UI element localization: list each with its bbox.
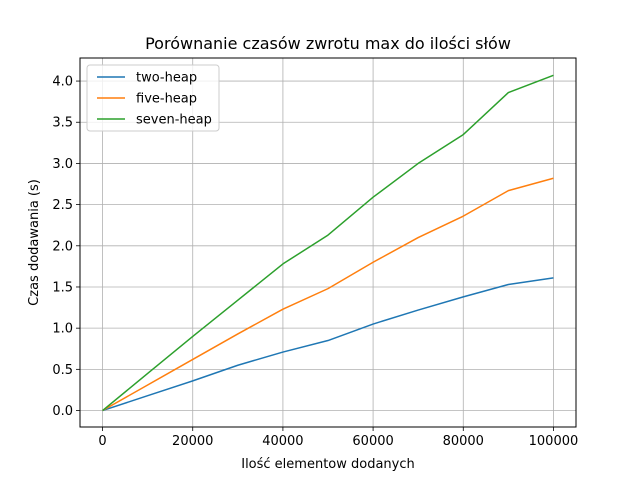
y-axis-label: Czas dodawania (s) xyxy=(27,179,42,306)
legend: two-heap five-heap seven-heap xyxy=(86,64,220,132)
x-tick-label: 80000 xyxy=(443,434,484,449)
plot-frame xyxy=(79,57,577,428)
axis-ticks: 0 20000 40000 60000 80000 100000 0.0 0.5 1.0 1.5 2… xyxy=(52,75,578,449)
legend-box xyxy=(86,64,220,132)
y-tick-label: 1.0 xyxy=(52,322,73,337)
y-tick-label: 2.0 xyxy=(52,239,73,254)
x-tick-label: 60000 xyxy=(352,434,393,449)
y-tick-label: 3.0 xyxy=(52,157,73,172)
x-tick-label: 40000 xyxy=(262,434,303,449)
y-tick-label: 0.0 xyxy=(52,404,73,419)
chart-title: Porównanie czasów zwrotu max do ilości s… xyxy=(145,34,511,53)
y-tick-label: 1.5 xyxy=(52,280,73,295)
grid xyxy=(80,58,576,427)
series-line-five-heap xyxy=(102,177,554,412)
legend-label-two-heap: two-heap xyxy=(136,71,197,86)
y-tick-label: 0.5 xyxy=(52,363,73,378)
x-axis-label: Ilość elementow dodanych xyxy=(241,457,415,472)
x-tick-label: 0 xyxy=(98,434,106,449)
series-line-seven-heap xyxy=(102,74,554,412)
x-tick-label: 100000 xyxy=(529,434,579,449)
series-lines xyxy=(102,74,554,412)
legend-label-seven-heap: seven-heap xyxy=(136,113,212,128)
series-line-two-heap xyxy=(102,277,554,412)
y-tick-label: 2.5 xyxy=(52,198,73,213)
legend-label-five-heap: five-heap xyxy=(136,92,197,107)
y-tick-label: 3.5 xyxy=(52,116,73,131)
x-tick-label: 20000 xyxy=(172,434,213,449)
y-tick-label: 4.0 xyxy=(52,75,73,90)
